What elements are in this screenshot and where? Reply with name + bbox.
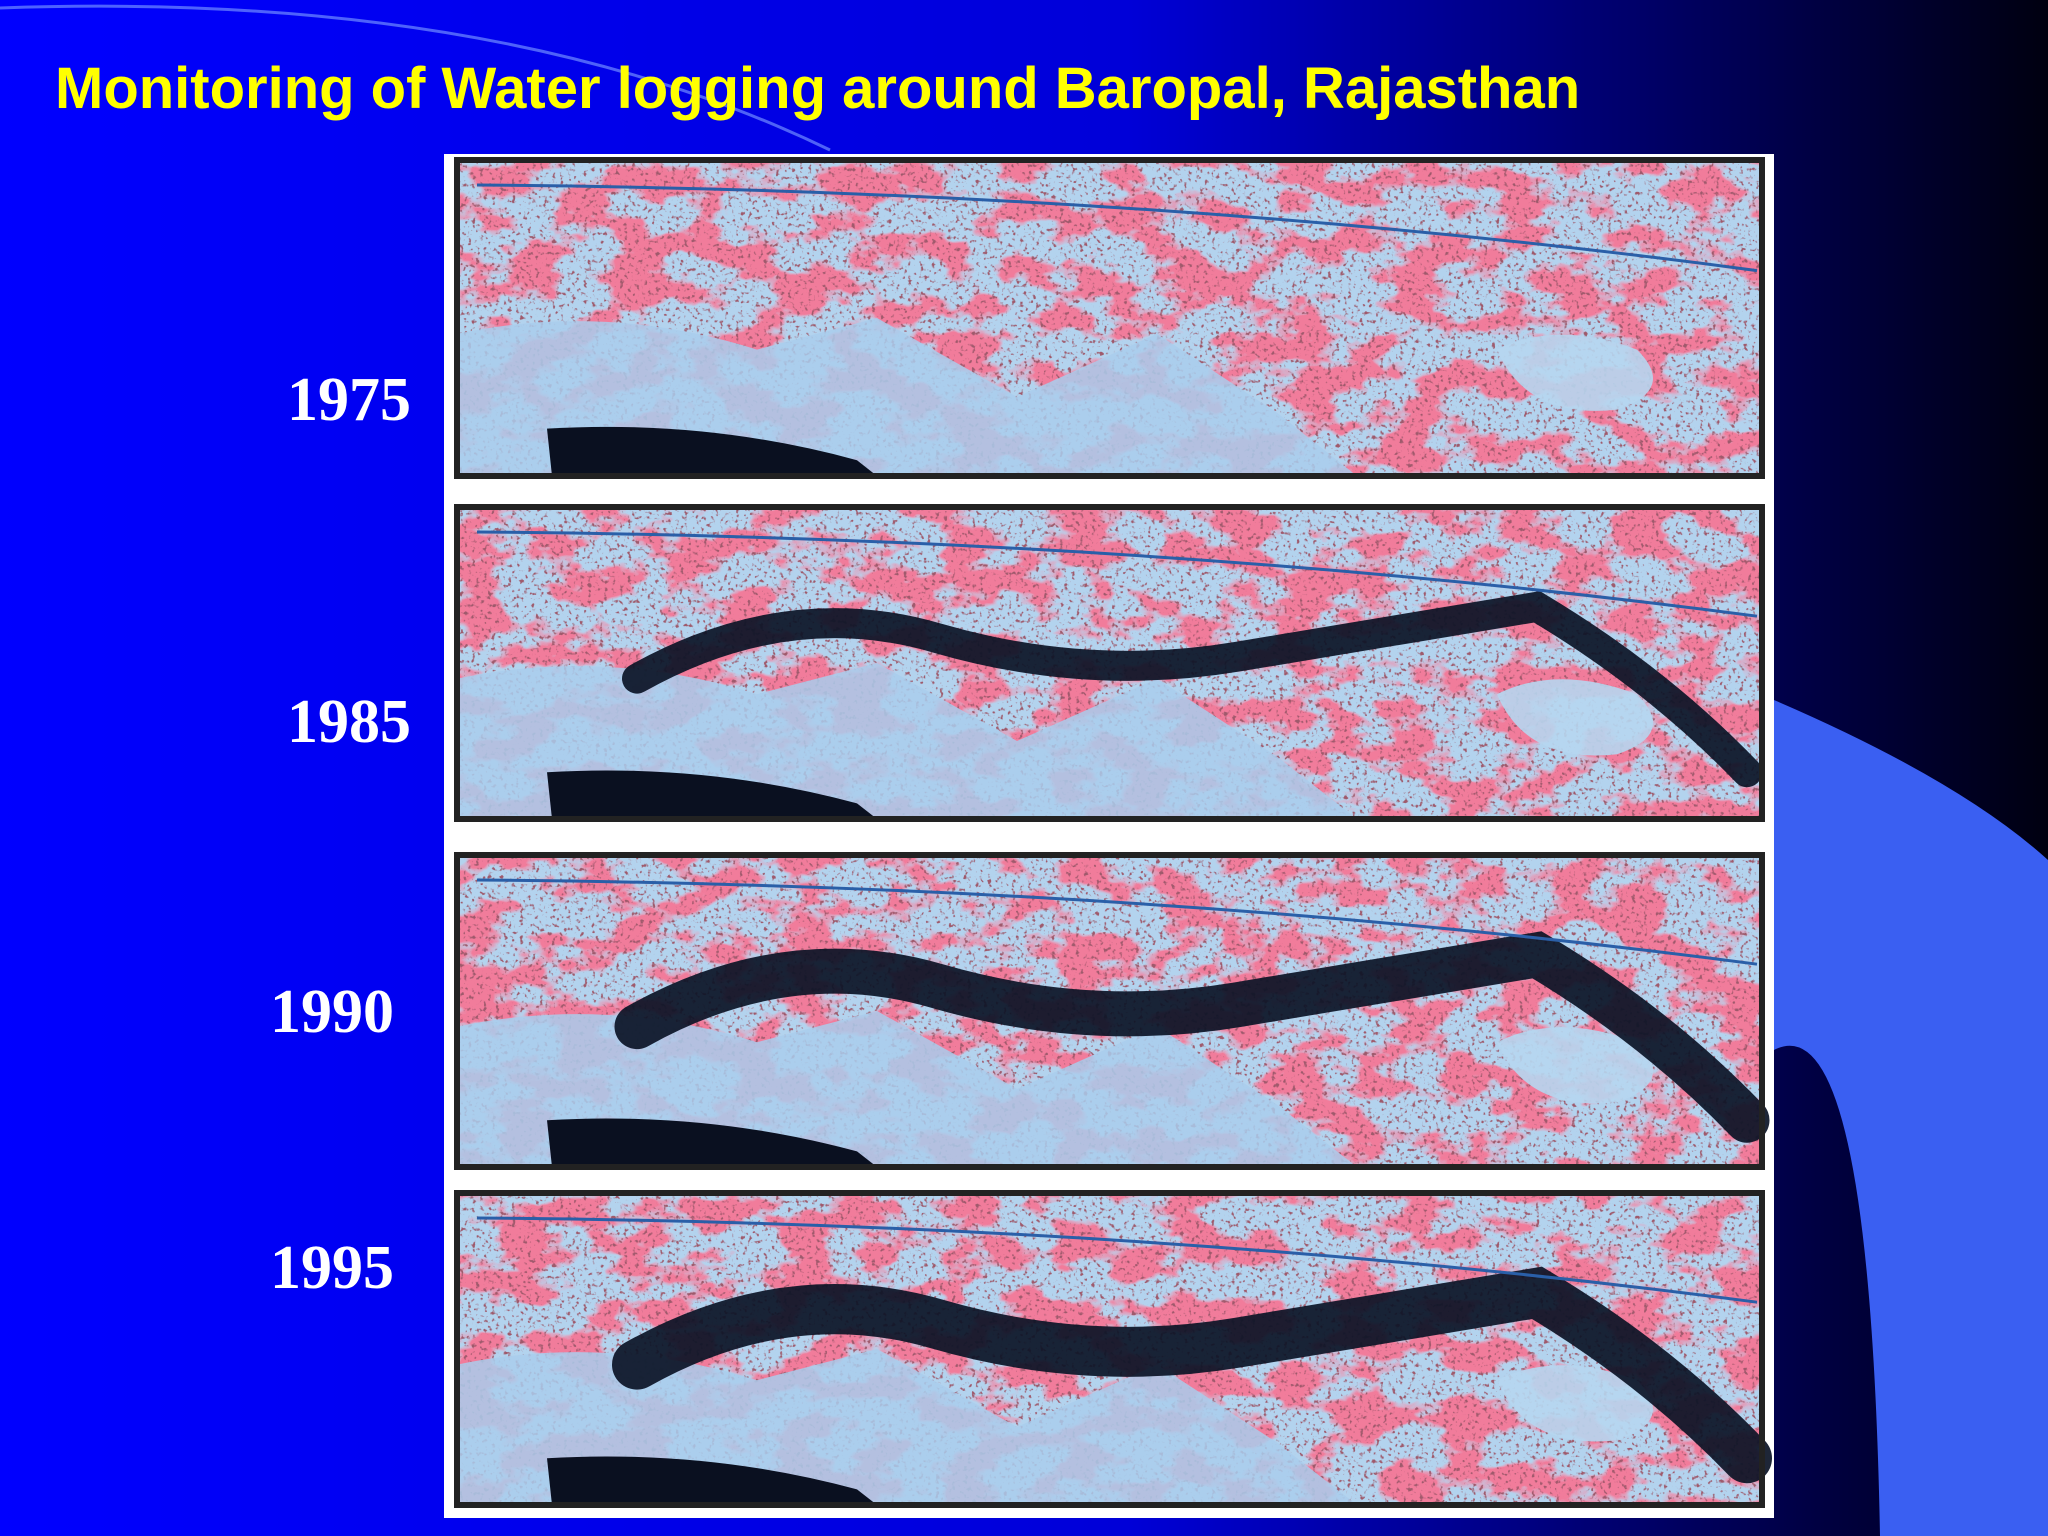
waterlogged-band [622,591,1762,788]
sand-patch [1497,334,1653,411]
canal [476,1216,1758,1304]
sand-patch [1497,1027,1653,1104]
decor-arc [0,4,831,152]
image-panels [454,157,1772,1508]
year-label: 1975 [287,366,411,434]
waterlogged-band [614,931,1770,1143]
panel-border [454,852,1765,1170]
satellite-image [454,157,1765,479]
satellite-image [454,1190,1772,1508]
dark-lake [547,1118,877,1167]
waterlogged-band [612,1266,1772,1484]
dark-lake [547,1456,877,1505]
decor-swoosh [1774,700,2048,1536]
satellite-image [454,504,1765,822]
year-label: 1990 [270,978,394,1046]
panel-border [454,504,1765,822]
year-label: 1985 [287,688,411,756]
dark-lake [547,770,877,819]
panel-border [454,157,1765,479]
satellite-image [454,852,1770,1170]
panel-border [454,1190,1765,1508]
sand-patch [1497,679,1653,756]
year-label: 1995 [270,1234,394,1302]
sand-patch [1497,1365,1653,1442]
canal [476,878,1758,966]
canal [476,183,1758,273]
title: Monitoring of Water logging around Barop… [55,56,1580,121]
dark-lake [547,426,877,476]
canal [476,530,1758,618]
